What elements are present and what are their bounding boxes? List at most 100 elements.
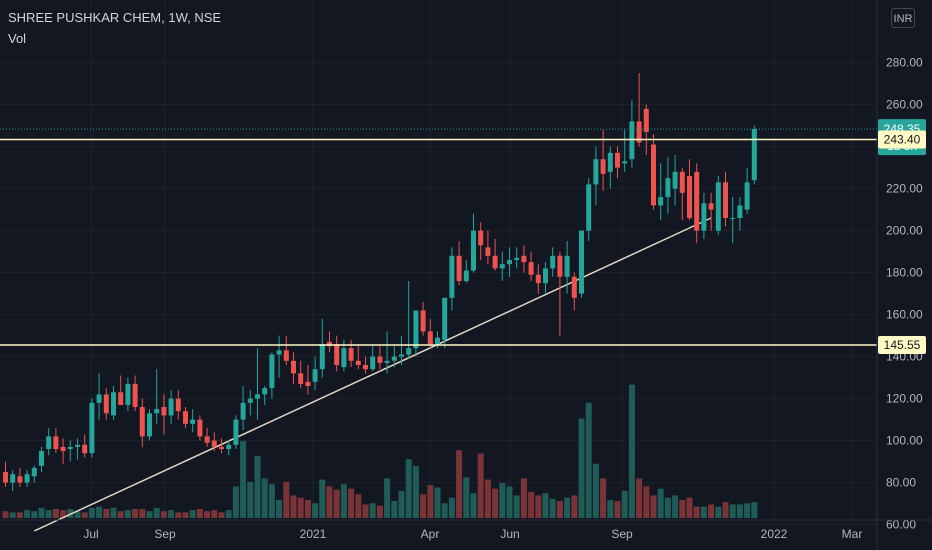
price-axis[interactable]: 60.0080.00100.00120.00140.00160.00180.00… (876, 0, 923, 550)
volume-bar (31, 511, 38, 518)
candle-body (283, 350, 289, 361)
volume-bar (254, 455, 261, 518)
lower-line-tag (878, 335, 926, 354)
volume-bar (513, 495, 520, 518)
volume-bar (427, 485, 434, 518)
candle-body (571, 276, 577, 298)
volume-bar (218, 512, 225, 518)
candle-body (39, 451, 44, 466)
candle-body (262, 388, 268, 395)
symbol-title[interactable]: SHREE PUSHKAR CHEM, 1W, NSE (8, 10, 222, 25)
volume-bar (578, 418, 585, 518)
volume-bar (607, 499, 614, 518)
candle-body (31, 467, 37, 477)
volume-bar (81, 512, 88, 518)
price-tick-label: 280.00 (886, 56, 923, 70)
volume-bar (38, 507, 45, 518)
candle-body (435, 337, 440, 344)
volume-bar (722, 502, 729, 518)
volume-bar (362, 504, 369, 518)
trendline[interactable] (33, 217, 712, 532)
candle-body (139, 407, 145, 437)
candle-body (701, 203, 707, 231)
candle-body (507, 260, 512, 265)
volume-bar (528, 492, 535, 518)
candle-body (557, 255, 563, 277)
volume-bar (132, 508, 139, 518)
candle-body (75, 444, 80, 447)
volume-bar (369, 503, 376, 518)
candle-body (600, 159, 606, 174)
candle-body (168, 398, 174, 416)
volume-bar (434, 487, 441, 518)
candle-body (363, 365, 368, 370)
candle-body (708, 203, 714, 210)
volume-bar (168, 510, 175, 518)
volume-label[interactable]: Vol (8, 31, 27, 46)
candle-body (147, 413, 152, 437)
volume-bar (232, 486, 239, 518)
candle-body (118, 392, 124, 405)
volume-bar (9, 512, 16, 518)
currency-button[interactable]: INR (891, 8, 915, 28)
time-tick-label: 2022 (761, 527, 788, 541)
volume-bar (398, 490, 405, 518)
volume-bar (146, 511, 153, 518)
candle-body (161, 407, 167, 416)
volume-bar (240, 441, 247, 518)
volume-bar (405, 459, 412, 518)
candle-body (312, 369, 318, 382)
volume-bar (268, 484, 275, 518)
volume-bar (729, 504, 736, 518)
time-axis[interactable]: Jul Sep 2021 Apr Jun Sep 2022 Mar (0, 519, 932, 541)
volume-bar (304, 499, 311, 518)
time-tick-label: Apr (421, 527, 440, 541)
time-tick-label: Jun (500, 527, 519, 541)
volume-bar (283, 481, 290, 518)
volume-bar (247, 481, 254, 518)
volume-bar (463, 477, 470, 518)
horizontal-lines[interactable] (0, 128, 877, 346)
volume-bar (225, 510, 232, 518)
volume-bar (751, 502, 758, 518)
volume-bars (2, 384, 758, 518)
upper-line-price: 243.40 (884, 132, 921, 146)
candle-body (485, 247, 491, 256)
volume-bar (384, 478, 391, 518)
volume-bar (376, 505, 383, 518)
candle-body (17, 476, 23, 483)
volume-bar (520, 478, 527, 518)
candle-body (197, 419, 203, 437)
candle-body (240, 402, 246, 420)
volume-bar (96, 506, 103, 518)
volume-bar (664, 497, 671, 518)
candle-body (190, 419, 196, 424)
candle-body (607, 152, 613, 172)
candle-body (629, 121, 635, 160)
candle-body (449, 255, 455, 298)
candle-body (334, 344, 340, 365)
candle-body (427, 331, 433, 344)
candle-body (377, 356, 383, 363)
volume-bar (456, 450, 463, 518)
volume-bar (636, 478, 643, 518)
volume-bar (196, 508, 203, 518)
candle-body (269, 354, 275, 389)
trendline-segment (33, 217, 712, 532)
candle-body (442, 297, 448, 340)
time-tick-label: Sep (611, 527, 633, 541)
volume-bar (492, 488, 499, 518)
candle-body (471, 230, 476, 271)
price-tick-label: 260.00 (886, 98, 923, 112)
candle-body (521, 255, 527, 263)
candle-body (413, 310, 419, 349)
volume-bar (312, 503, 319, 518)
candle-body (543, 268, 548, 284)
candle-body (679, 171, 685, 193)
time-tick-label: Mar (842, 527, 863, 541)
price-tick-label: 200.00 (886, 224, 923, 238)
candle-body (247, 398, 253, 403)
candle-body (370, 356, 376, 370)
volume-bar (693, 506, 700, 518)
